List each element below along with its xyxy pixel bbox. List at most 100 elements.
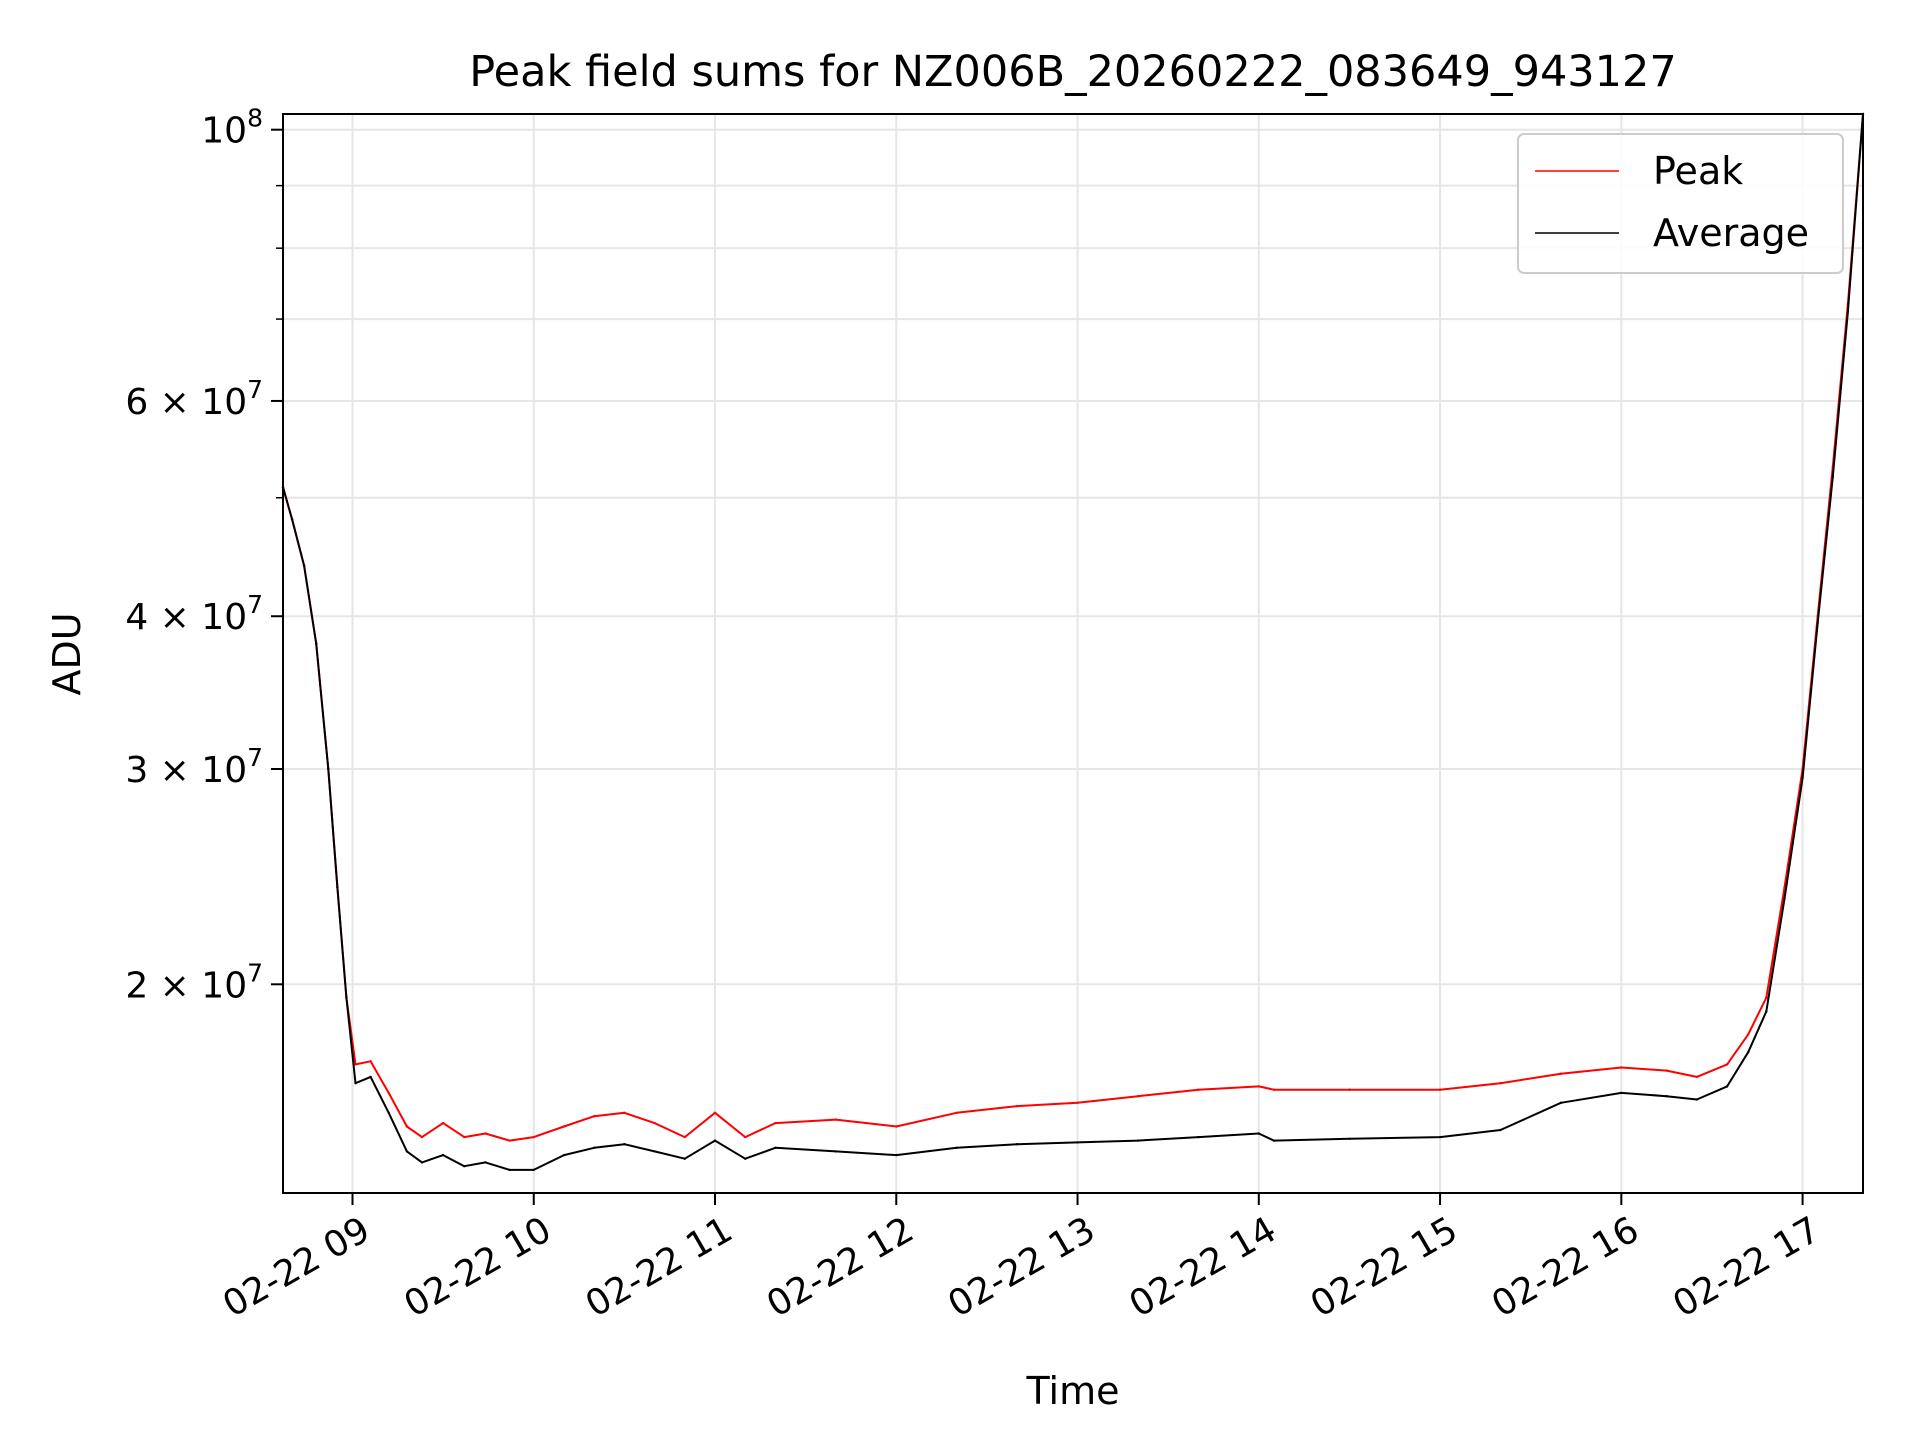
y-tick-label: 4 × 107 xyxy=(125,590,263,638)
data-point-average xyxy=(290,518,294,521)
data-point-average xyxy=(744,1157,747,1160)
data-point-average xyxy=(955,1146,958,1150)
data-point-average xyxy=(623,1143,626,1146)
data-point-peak xyxy=(387,1091,390,1095)
data-point-average xyxy=(1197,1135,1200,1139)
data-point-peak xyxy=(1725,1063,1729,1066)
data-point-average xyxy=(369,1075,372,1079)
data-point-average xyxy=(327,767,330,771)
data-point-peak xyxy=(405,1125,409,1128)
data-point-average xyxy=(1665,1095,1668,1098)
data-point-peak xyxy=(1348,1088,1351,1091)
data-point-peak xyxy=(1197,1088,1200,1091)
data-point-average xyxy=(1747,1051,1750,1054)
data-point-average xyxy=(1015,1143,1019,1146)
y-tick-label: 6 × 107 xyxy=(125,375,263,423)
legend-box xyxy=(1517,133,1844,274)
data-point-peak xyxy=(562,1125,566,1128)
data-point-average xyxy=(1695,1098,1699,1101)
data-point-peak xyxy=(1765,996,1768,999)
y-tick-label: 2 × 107 xyxy=(125,958,263,1006)
data-point-average xyxy=(562,1153,566,1157)
data-point-average xyxy=(387,1111,390,1115)
data-point-peak xyxy=(1747,1033,1750,1036)
data-point-average xyxy=(315,642,318,645)
y-axis-label: ADU xyxy=(45,612,89,695)
data-point-peak xyxy=(354,1063,357,1066)
data-point-peak xyxy=(1272,1088,1276,1091)
data-point-peak xyxy=(1620,1066,1623,1069)
data-point-average xyxy=(463,1165,466,1168)
data-point-average xyxy=(683,1157,686,1160)
y-tick-label: 3 × 107 xyxy=(125,743,263,791)
grid-lines xyxy=(283,114,1863,1193)
data-point-peak xyxy=(1136,1095,1140,1098)
data-point-average xyxy=(508,1168,511,1172)
data-point-average xyxy=(1348,1137,1351,1141)
data-point-peak xyxy=(623,1111,626,1115)
data-point-average xyxy=(593,1146,596,1150)
x-axis-label: Time xyxy=(1026,1369,1120,1413)
data-point-average xyxy=(405,1150,409,1153)
series-line-peak xyxy=(282,113,1864,1142)
data-point-peak xyxy=(463,1135,466,1139)
data-point-peak xyxy=(420,1135,424,1139)
data-point-average xyxy=(1620,1091,1623,1095)
data-point-peak xyxy=(1076,1101,1079,1105)
data-point-peak xyxy=(1665,1069,1668,1072)
y-tick-label: 108 xyxy=(201,104,263,152)
data-point-average xyxy=(1801,776,1804,780)
legend: Peak Average xyxy=(1517,133,1844,274)
data-point-peak xyxy=(508,1139,511,1142)
data-point-average xyxy=(1136,1139,1140,1142)
data-point-average xyxy=(1725,1085,1729,1088)
data-point-average xyxy=(336,886,339,889)
data-point-peak xyxy=(683,1135,686,1139)
data-point-average xyxy=(532,1168,535,1172)
data-point-average xyxy=(1499,1128,1502,1132)
data-point-average xyxy=(1272,1139,1276,1142)
data-point-peak xyxy=(895,1125,898,1128)
data-point-average xyxy=(653,1150,656,1153)
data-point-average xyxy=(1846,310,1850,313)
data-point-peak xyxy=(484,1132,487,1135)
data-point-average xyxy=(834,1150,837,1153)
data-point-average xyxy=(484,1161,487,1164)
chart-title: Peak field sums for NZ006B_20260222_0836… xyxy=(469,47,1677,97)
data-point-peak xyxy=(713,1111,717,1115)
data-point-average xyxy=(1257,1132,1261,1135)
data-point-average xyxy=(1783,897,1786,900)
plot-frame xyxy=(282,113,1864,1194)
legend-label-peak: Peak xyxy=(1653,149,1743,193)
data-point-peak xyxy=(744,1135,747,1139)
data-point-average xyxy=(1765,1010,1768,1013)
data-point-average xyxy=(354,1082,357,1085)
data-point-average xyxy=(345,996,348,999)
data-point-average xyxy=(713,1139,717,1142)
data-point-average xyxy=(774,1146,777,1150)
data-point-peak xyxy=(593,1115,596,1118)
data-point-average xyxy=(1438,1135,1442,1139)
data-point-average xyxy=(302,564,306,567)
data-point-peak xyxy=(1559,1072,1563,1075)
data-point-peak xyxy=(532,1135,535,1139)
data-point-average xyxy=(441,1153,445,1157)
legend-label-average: Average xyxy=(1653,211,1809,255)
data-point-peak xyxy=(1015,1104,1019,1108)
data-point-peak xyxy=(834,1118,837,1121)
data-point-average xyxy=(1076,1141,1079,1144)
data-point-peak xyxy=(1257,1085,1261,1088)
data-point-peak xyxy=(1499,1082,1502,1085)
data-point-average xyxy=(1831,475,1835,479)
data-point-average xyxy=(1559,1101,1563,1105)
data-point-peak xyxy=(653,1121,656,1125)
data-point-average xyxy=(895,1153,898,1157)
data-point-peak xyxy=(774,1121,777,1125)
data-point-peak xyxy=(1695,1075,1699,1079)
series-line-average xyxy=(282,113,1864,1171)
y-axis: 2 × 107 3 × 107 4 × 107 6 × 107 108 xyxy=(125,104,283,1006)
data-point-average xyxy=(1816,621,1819,625)
data-point-peak xyxy=(1438,1088,1442,1091)
data-point-peak xyxy=(955,1111,958,1115)
